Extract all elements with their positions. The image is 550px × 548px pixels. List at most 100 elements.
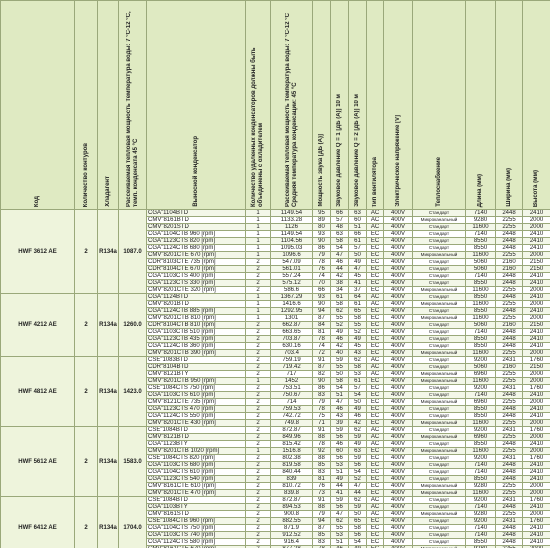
cell: Стандарт [412, 342, 466, 350]
cell: 742.72 [270, 412, 313, 420]
cell: Микроканальный [412, 216, 466, 224]
cell: 11600 [465, 223, 496, 231]
cell: 400V [383, 230, 413, 238]
cell: 11600 [465, 314, 496, 322]
cell: 400V [383, 419, 413, 427]
cell: 400V [383, 272, 413, 280]
cell: Стандарт [412, 293, 466, 301]
cell: 88 [312, 433, 331, 441]
cell: CGA"1103CTS 680 [rpm] [146, 461, 246, 469]
cell: 1760 [522, 384, 550, 392]
cell: 1095.03 [270, 244, 313, 252]
cell: 38 [330, 279, 349, 287]
cell: 894.53 [270, 503, 313, 511]
table-row: CSE"1084CTS 750 [rpm] 2 753.51 86 54 57 EC 400V… [1, 384, 550, 392]
cell: CGA"1123BTY [146, 440, 246, 448]
cell: 872.87 [270, 426, 313, 434]
cell: 2448 [495, 279, 523, 287]
column-header: Тип вентилятора [366, 0, 384, 210]
cell: 56 [348, 531, 367, 539]
cell: 2448 [495, 272, 523, 280]
cell: Стандарт [412, 363, 466, 371]
group-code: HWF 4212 AE [0, 293, 75, 357]
cell: 62 [348, 356, 367, 364]
column-header-text: Рассеиваемая тепловая мощность Температу… [284, 12, 298, 207]
cell: 400V [383, 524, 413, 532]
cell: 2255 [495, 510, 523, 518]
table-row: CGA"1123CTS 470 [rpm] 2 759.53 78 46 49 EC 400V… [1, 405, 550, 413]
cell: 78 [312, 258, 331, 266]
table-row: CGA"1124CTB 680 [rpm] 1 1095.03 86 54 57 EC 400… [1, 244, 550, 252]
cell: 83 [312, 391, 331, 399]
cell: 2410 [522, 468, 550, 476]
cell: 2410 [522, 405, 550, 413]
cell: 11600 [465, 300, 496, 308]
cell: 9200 [465, 384, 496, 392]
cell: 2448 [495, 531, 523, 539]
cell: 78 [312, 405, 331, 413]
column-header: Количество контуров [74, 0, 98, 210]
cell: 400V [383, 503, 413, 511]
cell: 80 [312, 223, 331, 231]
cell: 2410 [522, 391, 550, 399]
cell: 2160 [495, 321, 523, 329]
cell: CGA"1104BTD [146, 209, 246, 217]
cell: 2 [245, 412, 271, 420]
cell: 586.6 [270, 286, 313, 294]
cell: 1760 [522, 517, 550, 525]
table-row: CMV"8201CTB 1020 [rpm] 1 1516.8 92 60 63 EC 400… [1, 447, 550, 455]
cell: 51 [330, 391, 349, 399]
cell: 62 [348, 426, 367, 434]
cell: 5060 [465, 265, 496, 273]
cell: CGA"1124BTD [146, 293, 246, 301]
cell: 1 [245, 307, 271, 315]
cell: 81 [312, 328, 331, 336]
cell: CGA"1104CTS 610 [rpm] [146, 468, 246, 476]
cell: 2410 [522, 342, 550, 350]
cell: 56 [330, 454, 349, 462]
cell: EC [366, 524, 384, 532]
cell: Стандарт [412, 426, 466, 434]
column-header: Ширина (мм) [495, 0, 523, 210]
cell: 2410 [522, 335, 550, 343]
group-refrigerant: R134a [97, 209, 119, 294]
cell: CMV"8121CTE 735 [rpm] [146, 398, 246, 406]
cell: Стандарт [412, 524, 466, 532]
cell: 1760 [522, 496, 550, 504]
cell: 759.53 [270, 405, 313, 413]
cell: 60 [330, 447, 349, 455]
cell: 2410 [522, 412, 550, 420]
cell: Стандарт [412, 265, 466, 273]
cell: 9280 [465, 482, 496, 490]
cell: 2 [245, 321, 271, 329]
cell: 2 [245, 272, 271, 280]
cell: 63 [348, 209, 367, 217]
cell: 58 [348, 363, 367, 371]
cell: 2410 [522, 230, 550, 238]
cell: EC [366, 342, 384, 350]
cell: 900.8 [270, 510, 313, 518]
column-header: Электрическое напряжение [V] [383, 0, 413, 210]
cell: 7140 [465, 461, 496, 469]
cell: 2000 [522, 398, 550, 406]
cell: 50 [330, 370, 349, 378]
cell: 59 [348, 433, 367, 441]
column-header-text: Электрическое напряжение [V] [394, 115, 401, 207]
cell: 2410 [522, 440, 550, 448]
cell: 2000 [522, 447, 550, 455]
cell: CDR"8104CTE 670 [rpm] [146, 265, 246, 273]
cell: 400V [383, 412, 413, 420]
group-capacity: 1260.0 [118, 293, 147, 357]
cell: CGA"1103CTS 740 [rpm] [146, 531, 246, 539]
cell: 2410 [522, 209, 550, 217]
cell: 47 [330, 510, 349, 518]
column-header-text: Рассеиваемая тепловая мощность Температу… [125, 11, 139, 207]
cell: EC [366, 230, 384, 238]
cell: EC [366, 279, 384, 287]
cell: 2 [245, 496, 271, 504]
table-row: HWF 4212 AE 2 R134a 1260.0 CGA"1124BTD 1 1367.… [0, 293, 550, 357]
cell: 2 [245, 349, 271, 357]
cell: 400V [383, 517, 413, 525]
group-refrigerant: R134a [97, 356, 119, 427]
cell: 65 [348, 517, 367, 525]
